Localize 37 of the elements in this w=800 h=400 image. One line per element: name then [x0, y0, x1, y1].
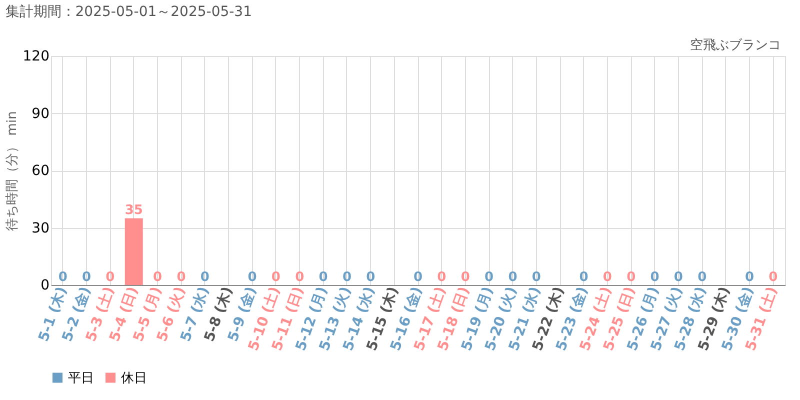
data-label: 0	[698, 270, 707, 285]
data-label: 0	[437, 270, 446, 285]
data-label: 0	[532, 270, 541, 285]
y-tick-label: 0	[40, 278, 50, 294]
chart-title: 集計期間：2025-05-01～2025-05-31	[5, 4, 252, 20]
data-label: 0	[176, 270, 186, 285]
y-tick-label: 90	[32, 106, 50, 122]
y-tick-label: 120	[22, 48, 50, 64]
data-label: 0	[271, 270, 280, 285]
data-label: 0	[602, 270, 612, 285]
data-label: 0	[106, 270, 115, 285]
data-label: 0	[342, 270, 352, 285]
data-label: 0	[58, 270, 68, 285]
data-label: 0	[579, 270, 588, 285]
data-label: 0	[295, 270, 304, 285]
data-label: 0	[768, 270, 778, 285]
data-label: 0	[82, 270, 92, 285]
data-label: 0	[248, 270, 257, 285]
legend-label: 休日	[121, 370, 147, 386]
data-label: 0	[200, 270, 210, 285]
y-axis-title: 待ち時間（分） min	[4, 111, 20, 231]
data-label: 0	[318, 270, 328, 285]
y-tick-label: 30	[32, 220, 50, 236]
data-label: 0	[650, 270, 660, 285]
data-label: 0	[674, 270, 683, 285]
data-label: 0	[508, 270, 518, 285]
data-label: 0	[460, 270, 470, 285]
data-label: 0	[744, 270, 754, 285]
y-tick-label: 60	[32, 163, 50, 179]
legend-label: 平日	[68, 370, 94, 386]
data-label: 0	[626, 270, 636, 285]
data-label: 0	[484, 270, 494, 285]
data-label: 35	[124, 203, 143, 218]
data-label: 0	[153, 270, 162, 285]
data-label: 0	[366, 270, 376, 285]
text: 空飛ぶブランコ	[690, 38, 781, 53]
data-label: 0	[413, 270, 423, 285]
